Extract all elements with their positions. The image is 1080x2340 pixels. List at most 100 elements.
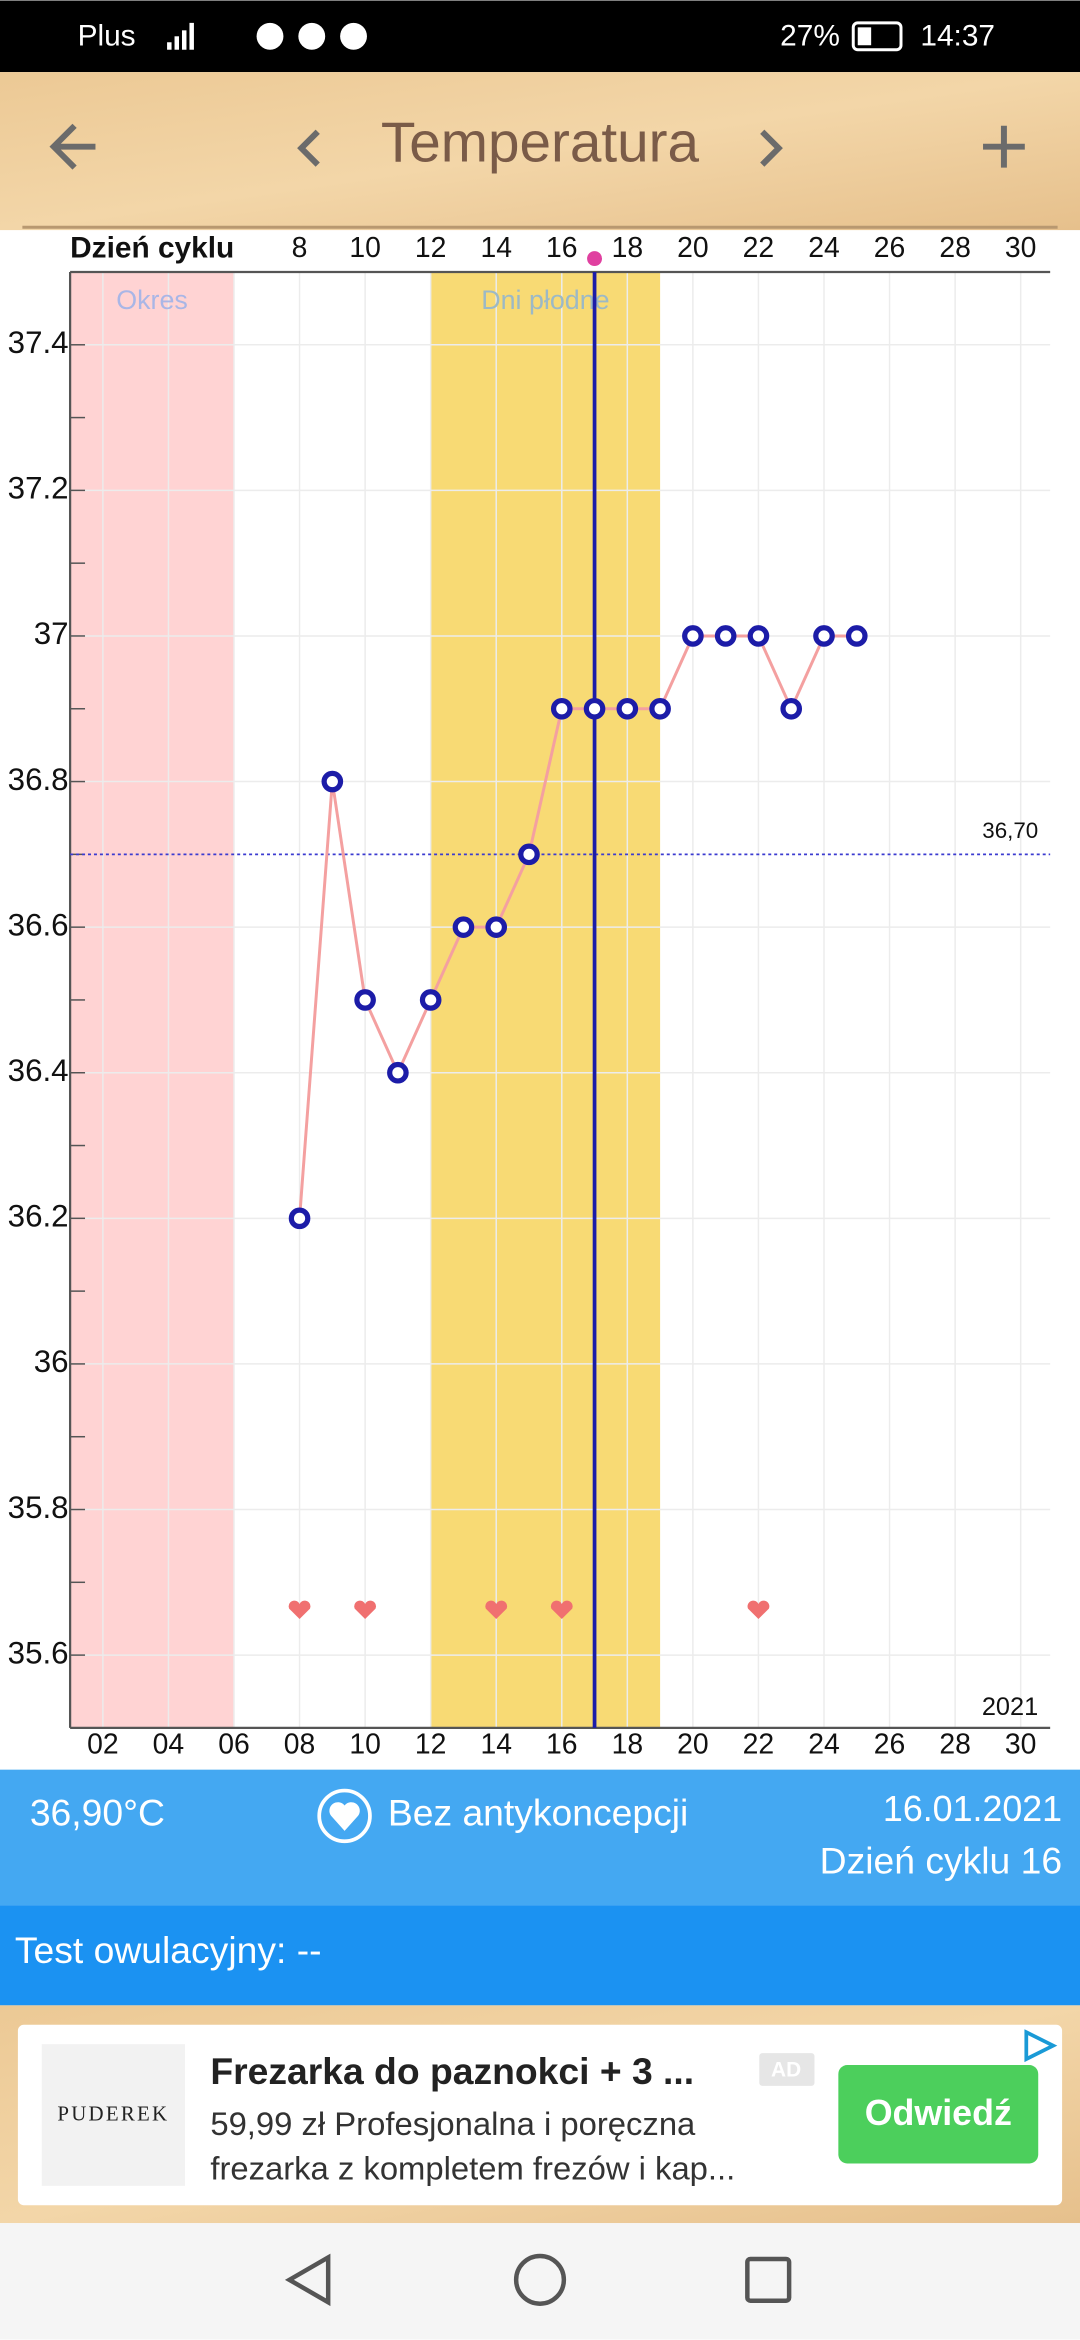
test-bar — [0, 1905, 1080, 2006]
x-tick-label: 28 — [939, 232, 971, 264]
contraception-icon — [317, 1788, 372, 1844]
temperature-point — [780, 697, 803, 720]
ad-badge: AD — [771, 2059, 801, 2082]
nav-back[interactable] — [284, 2253, 331, 2307]
back-button[interactable] — [49, 123, 96, 170]
y-tick-label: 37 — [34, 616, 69, 651]
ad-text: frezarka z kompletem frezów i kap... — [210, 2150, 735, 2187]
reference-label: 36,70 — [982, 818, 1038, 843]
temperature-point — [288, 1207, 311, 1230]
y-tick-label: 36 — [34, 1344, 69, 1379]
x-tick-label: 22 — [743, 232, 775, 264]
ad-choices[interactable] — [1024, 2029, 1058, 2063]
carrier: Plus — [78, 20, 136, 53]
y-tick-label: 37.2 — [8, 471, 69, 506]
ovulation-test[interactable]: Test owulacyjny: -- — [15, 1929, 322, 1971]
ad-badge-box — [759, 2053, 815, 2086]
temperature-point — [813, 625, 835, 647]
x-tick-label: 26 — [874, 232, 906, 264]
band-label: Dni płodne — [481, 285, 609, 315]
x-tick-label: 18 — [612, 232, 644, 264]
x-tick-label: 10 — [349, 232, 381, 264]
x-tick-label: 16 — [546, 232, 578, 264]
heart-icon — [329, 1802, 360, 1831]
x-tick-label: 24 — [808, 232, 840, 264]
x-tick-label: 12 — [415, 232, 447, 264]
date-tick-label: 30 — [1005, 1728, 1037, 1760]
date-tick-label: 14 — [480, 1728, 512, 1760]
date-tick-label: 28 — [939, 1728, 971, 1760]
y-tick-label: 37.4 — [8, 325, 69, 360]
x-tick-label: 8 — [292, 232, 308, 264]
intercourse-heart — [354, 1600, 377, 1620]
temperature-point — [550, 697, 573, 720]
ad-title: Frezarka do paznokci + 3 ... — [210, 2050, 694, 2092]
date-tick-label: 10 — [349, 1728, 381, 1760]
status-bar — [0, 0, 1080, 73]
date-tick-label: 18 — [612, 1728, 644, 1760]
temperature: 36,90°C — [30, 1792, 165, 1834]
info-bar — [0, 1769, 1080, 1906]
nav-bar — [0, 2223, 1080, 2340]
ad-button[interactable] — [838, 2065, 1039, 2164]
y-tick-label: 36.8 — [8, 762, 69, 797]
selected-day-dot — [587, 251, 603, 267]
status-icons — [167, 21, 903, 52]
x-axis-label: Dzień cyklu — [70, 231, 234, 264]
battery: 27% — [780, 20, 840, 53]
band-label: Okres — [116, 285, 188, 315]
header — [0, 72, 1080, 231]
prev-button[interactable] — [297, 129, 320, 167]
temperature-point — [419, 989, 442, 1011]
date-tick-label: 04 — [153, 1728, 185, 1760]
year-label: 2021 — [982, 1693, 1038, 1721]
nav-recent[interactable] — [745, 2256, 792, 2303]
x-tick-label: 20 — [677, 232, 709, 264]
date-tick-label: 08 — [284, 1728, 316, 1760]
date-tick-label: 12 — [415, 1728, 447, 1760]
temperature-point — [845, 625, 868, 647]
y-tick-label: 36.2 — [8, 1199, 69, 1234]
y-tick-label: 36.6 — [8, 907, 69, 942]
temperature-point — [354, 989, 376, 1011]
date-tick-label: 20 — [677, 1728, 709, 1760]
add-button[interactable] — [983, 125, 1025, 168]
temperature-point — [452, 916, 475, 938]
temperature-point — [682, 625, 704, 647]
clock: 14:37 — [920, 20, 995, 53]
y-tick-label: 35.8 — [8, 1490, 69, 1525]
ad-button-label[interactable]: Odwiedź — [865, 2093, 1012, 2133]
band — [430, 271, 661, 1728]
x-tick-label: 30 — [1005, 232, 1037, 264]
contraception: Bez antykoncepcji — [388, 1792, 689, 1834]
intercourse-heart — [288, 1600, 311, 1620]
x-tick-label: 14 — [480, 232, 512, 264]
temperature-point — [485, 916, 508, 938]
intercourse-heart — [485, 1600, 508, 1620]
ad-brand: PUDEREK — [57, 2102, 169, 2126]
temperature-point — [321, 770, 344, 793]
temperature-point — [518, 843, 540, 866]
intercourse-heart — [747, 1600, 770, 1620]
ad-logo — [41, 2044, 185, 2186]
band — [70, 271, 234, 1728]
temperature-point — [714, 625, 737, 647]
date-tick-label: 02 — [87, 1728, 119, 1760]
temperature-point — [387, 1061, 409, 1084]
next-button[interactable] — [760, 129, 783, 167]
date-tick-label: 22 — [743, 1728, 775, 1760]
ad-text: 59,99 zł Profesjonalna i poręczna — [210, 2105, 696, 2142]
nav-home[interactable] — [513, 2253, 567, 2306]
header-title: Temperatura — [381, 112, 700, 175]
temperature-point — [616, 697, 639, 720]
cycle-day: Dzień cyklu 16 — [820, 1839, 1062, 1881]
intercourse-heart — [550, 1600, 573, 1620]
date: 16.01.2021 — [883, 1789, 1062, 1829]
date-tick-label: 26 — [874, 1728, 906, 1760]
temperature-point — [583, 697, 606, 720]
temperature-point — [649, 697, 671, 720]
date-tick-label: 16 — [546, 1728, 578, 1760]
